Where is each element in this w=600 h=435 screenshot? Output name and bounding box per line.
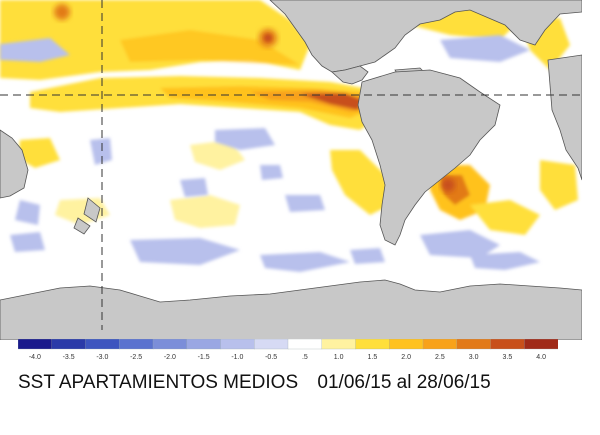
legend-swatch (152, 339, 188, 350)
legend-swatch (287, 339, 323, 350)
caption-dates: 01/06/15 al 28/06/15 (317, 372, 491, 393)
legend-swatch (524, 339, 558, 350)
legend-tick-label: 1.0 (334, 354, 344, 361)
legend-swatch (254, 339, 289, 350)
cool-anomaly-layer (0, 35, 540, 272)
legend-swatch (119, 339, 154, 350)
legend-swatch (85, 339, 120, 350)
legend-swatch (355, 339, 390, 350)
legend-swatch (186, 339, 222, 350)
south-america-land (357, 69, 501, 246)
legend-swatches (18, 339, 558, 350)
legend-swatch (389, 339, 424, 350)
legend-tick-label: -1.5 (198, 354, 210, 361)
land-layer (0, 0, 582, 340)
legend-tick-label: -0.5 (265, 354, 277, 361)
legend-tick-label: 1.5 (368, 354, 378, 361)
australia-land (0, 129, 29, 199)
sst-anomaly-map (0, 0, 582, 340)
legend-tick-label: -2.0 (164, 354, 176, 361)
legend-tick-label: 3.5 (503, 354, 513, 361)
legend-swatch (321, 339, 357, 350)
reference-lines (0, 0, 582, 330)
legend-tick-label: 2.5 (435, 354, 445, 361)
legend-swatch (51, 339, 87, 350)
new-zealand-land (83, 197, 101, 223)
legend-swatch (18, 339, 53, 350)
africa-land (547, 54, 582, 181)
caption-title: SST APARTAMIENTOS MEDIOS (18, 372, 299, 393)
legend-tick-label: 3.0 (469, 354, 479, 361)
legend-tick-label: 2.0 (401, 354, 411, 361)
map-caption: SST APARTAMIENTOS MEDIOS 01/06/15 al 28/… (18, 372, 588, 402)
legend-swatch (456, 339, 492, 350)
warm-anomaly-layer (0, 0, 578, 235)
legend-tick-label: -1.0 (231, 354, 243, 361)
legend-swatch (220, 339, 255, 350)
north-america-land (269, 0, 582, 73)
antarctica-land (0, 279, 582, 340)
legend-tick-label: 4.0 (536, 354, 546, 361)
central-america-land (331, 65, 369, 85)
legend-swatch (490, 339, 525, 350)
legend-tick-label: -3.5 (63, 354, 75, 361)
legend-tick-label: -3.0 (96, 354, 108, 361)
color-legend: -4.0 -3.5 -3.0 -2.5 -2.0 -1.5 -1.0 -0.5 .5 1.0 1.5… (18, 339, 558, 361)
legend-tick-label: -4.0 (29, 354, 41, 361)
legend-labels: -4.0 -3.5 -3.0 -2.5 -2.0 -1.5 -1.0 -0.5 .5 1.0 1.5… (29, 354, 546, 361)
legend-tick-label: .5 (302, 354, 308, 361)
legend-swatch (422, 339, 458, 350)
legend-tick-label: -2.5 (130, 354, 142, 361)
